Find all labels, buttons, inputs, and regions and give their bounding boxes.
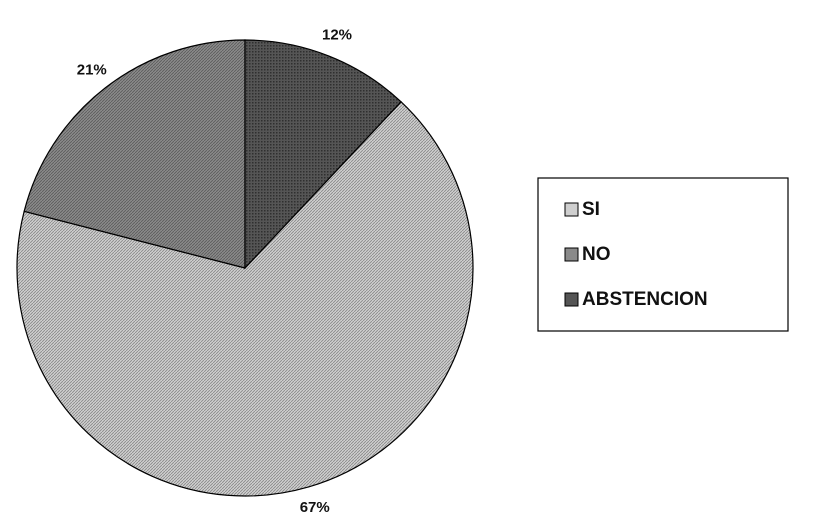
slice-texture [245,40,402,268]
slice-texture [24,40,245,268]
data-label: 21% [77,61,107,78]
slice-texture [16,101,473,496]
legend-swatch [564,292,579,307]
legend-label: ABSTENCION [582,289,708,310]
legend-label: SI [582,199,600,220]
data-label: 67% [300,499,330,516]
legend-label: NO [582,244,611,265]
legend-box [537,177,789,332]
legend-swatch [564,247,579,262]
legend-swatch [564,202,579,217]
data-label: 12% [322,27,352,44]
